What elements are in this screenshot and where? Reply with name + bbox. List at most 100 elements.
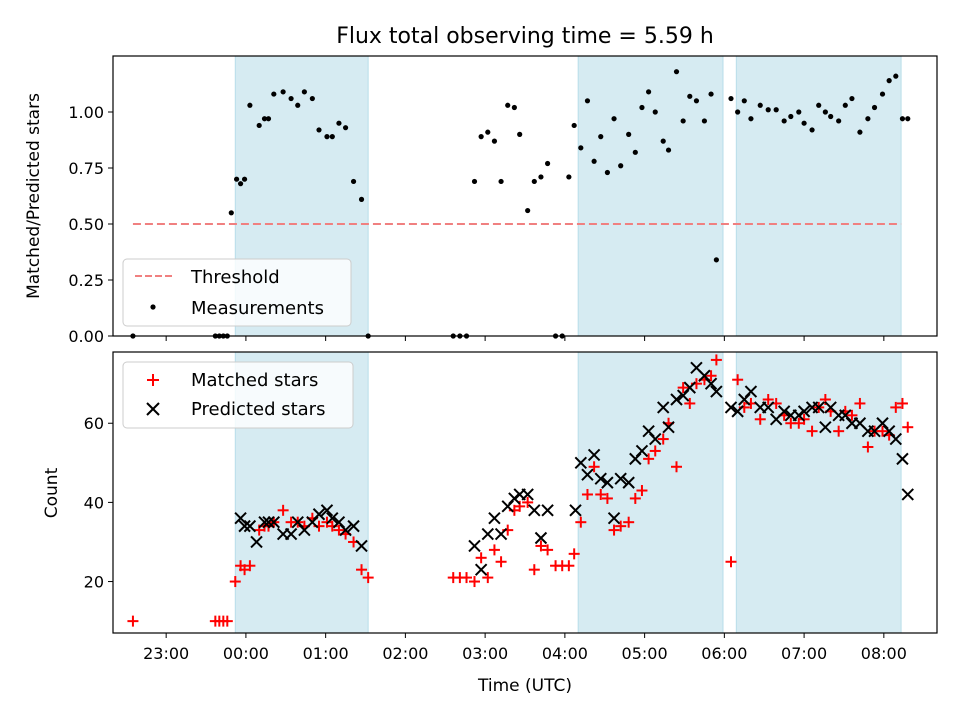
matched-star-marker <box>277 504 289 516</box>
matched-star-marker <box>877 425 889 437</box>
legend-measurements-label: Measurements <box>191 298 324 319</box>
predicted-star-marker <box>355 539 368 553</box>
measurement-point <box>228 210 234 216</box>
measurement-point <box>301 89 307 95</box>
matched-star-marker <box>643 453 655 465</box>
predicted-star-marker <box>320 504 334 517</box>
y-tick-label: 40 <box>84 493 104 512</box>
measurement-point <box>578 145 584 151</box>
predicted-star-marker <box>258 515 271 529</box>
measurement-point <box>757 102 763 108</box>
matched-star-marker <box>488 544 500 556</box>
measurement-point <box>822 109 828 115</box>
matched-star-marker <box>623 516 635 528</box>
measurement-point <box>237 181 244 187</box>
predicted-star-marker <box>797 405 811 418</box>
measurement-point <box>680 118 686 124</box>
matched-star-marker <box>588 461 600 473</box>
x-tick-label: 02:00 <box>382 644 428 663</box>
measurement-point <box>886 78 892 84</box>
predicted-star-marker <box>468 539 481 553</box>
matched-star-marker <box>629 492 641 504</box>
matched-star-marker <box>615 520 627 532</box>
predicted-star-marker <box>494 527 508 541</box>
measurement-point <box>247 102 253 108</box>
predicted-star-marker <box>601 476 614 489</box>
measurement-point <box>538 174 544 180</box>
measurement-point <box>842 102 848 108</box>
measurement-point <box>571 122 577 129</box>
predicted-star-marker <box>569 504 582 517</box>
measurement-point <box>295 102 301 108</box>
legend-predicted-swatch <box>146 402 160 416</box>
measurement-point <box>781 118 787 124</box>
predicted-star-marker <box>683 381 697 394</box>
predicted-star-marker <box>724 401 738 414</box>
predicted-star-marker <box>474 563 488 576</box>
predicted-star-marker <box>812 401 825 414</box>
measurement-point <box>525 207 531 214</box>
predicted-star-marker <box>238 519 251 533</box>
matched-star-marker <box>468 576 480 588</box>
predicted-star-marker <box>607 512 621 525</box>
matched-star-marker <box>575 516 587 528</box>
measurement-point <box>517 131 523 137</box>
predicted-star-marker <box>574 456 588 470</box>
measurement-point <box>544 160 551 167</box>
measurement-point <box>748 116 754 122</box>
matched-star-marker <box>601 492 613 504</box>
shaded-interval <box>577 55 724 337</box>
y-tick-label: 0.25 <box>68 271 104 290</box>
y-tick-label: 0.75 <box>68 159 104 178</box>
measurement-point <box>665 147 672 153</box>
measurement-point <box>531 178 537 185</box>
measurement-point <box>241 176 248 182</box>
measurement-point <box>618 163 624 169</box>
predicted-star-marker <box>662 420 675 434</box>
y-tick-label: 0.00 <box>68 327 104 346</box>
matched-star-marker <box>608 524 620 536</box>
predicted-star-marker <box>657 401 670 414</box>
measurement-point <box>280 89 286 95</box>
measurement-point <box>773 107 779 113</box>
predicted-star-marker <box>614 472 627 485</box>
matched-star-marker <box>362 572 374 584</box>
predicted-star-marker <box>339 523 352 537</box>
matched-star-marker <box>333 524 345 536</box>
measurement-point <box>788 113 794 120</box>
measurement-point <box>478 134 484 140</box>
shaded-interval <box>735 351 902 634</box>
matched-star-marker <box>482 572 494 584</box>
top-axes-frame <box>112 55 938 337</box>
measurement-point <box>491 138 498 144</box>
y-tick-label: 1.00 <box>68 103 104 122</box>
measurement-point <box>485 129 491 135</box>
measurement-point <box>673 69 680 75</box>
predicted-star-marker <box>284 527 298 541</box>
predicted-star-marker <box>731 405 744 418</box>
measurement-point <box>358 196 365 202</box>
measurement-point <box>324 134 330 140</box>
x-tick-label: 00:00 <box>223 644 269 663</box>
measurement-point <box>498 178 504 185</box>
matched-star-marker <box>684 397 696 409</box>
matched-star-marker <box>762 393 774 405</box>
measurement-point <box>632 149 638 155</box>
matched-star-marker <box>725 556 737 568</box>
matched-star-marker <box>563 560 575 572</box>
x-tick-label: 05:00 <box>622 644 668 663</box>
matched-star-marker <box>671 461 683 473</box>
predicted-star-marker <box>635 444 649 458</box>
bottom-y-ticks: 20 40 60 <box>84 414 113 592</box>
matched-star-marker <box>657 433 669 445</box>
measurement-point <box>271 91 277 97</box>
predicted-star-marker <box>670 393 683 406</box>
matched-star-marker <box>896 397 908 409</box>
matched-star-marker <box>528 564 540 576</box>
predicted-star-marker <box>889 432 903 446</box>
measurement-point <box>316 127 322 133</box>
x-tick-label: 23:00 <box>143 644 189 663</box>
measurement-point <box>893 73 899 79</box>
predicted-star-marker <box>250 535 263 549</box>
